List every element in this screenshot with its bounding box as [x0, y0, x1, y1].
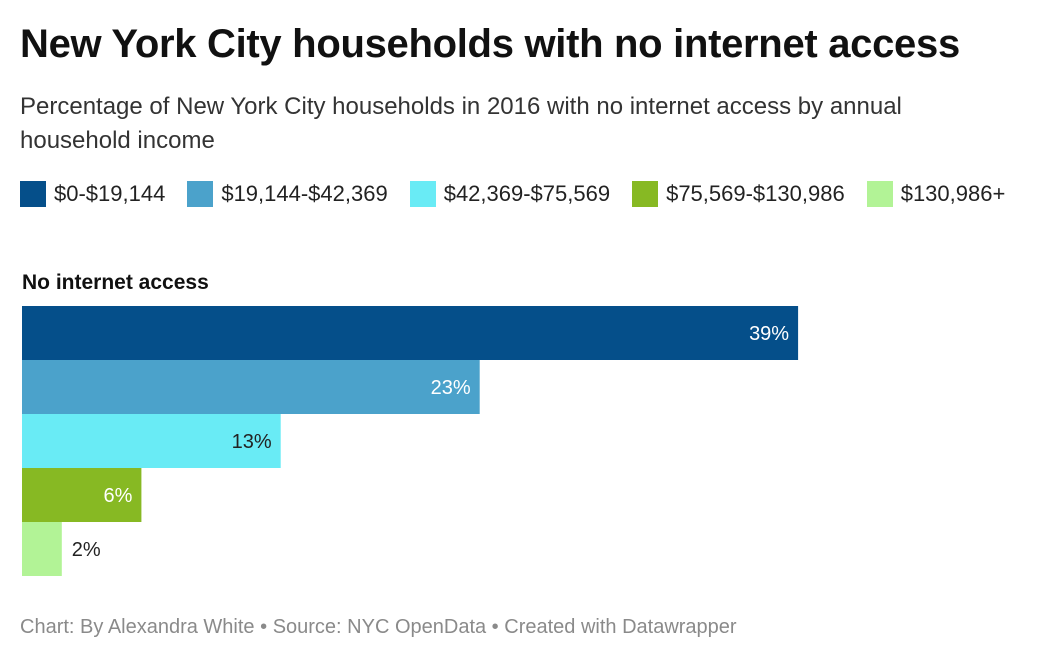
legend-label: $42,369-$75,569: [443, 181, 611, 206]
bar: [22, 360, 480, 414]
bar: [22, 306, 799, 360]
chart-subtitle: Percentage of New York City households i…: [20, 93, 902, 154]
legend-label: $0-$19,144: [54, 181, 166, 206]
bar-value-label: 2%: [72, 539, 101, 561]
footer-source: Source: NYC OpenData: [272, 616, 487, 638]
legend-swatch: [187, 181, 214, 207]
bar-value-label: 13%: [232, 431, 272, 453]
legend-item: $75,569-$130,986: [632, 180, 845, 208]
legend-label: $130,986+: [900, 181, 1006, 206]
legend-swatch: [409, 181, 436, 207]
bar-value-label: 6%: [103, 485, 132, 507]
legend-item: $0-$19,144: [20, 180, 165, 208]
legend-item: $130,986+: [866, 180, 1006, 208]
bar-chart: 39% 23% 13% 6% 2%: [22, 306, 799, 576]
footer-credit: Chart: By Alexandra White: [20, 616, 255, 638]
chart-footer: Chart: By Alexandra White • Source: NYC …: [20, 616, 737, 639]
legend-swatch: [20, 181, 46, 207]
legend-swatch: [866, 181, 893, 207]
chart-title: New York City households with no interne…: [20, 22, 960, 66]
bar: [22, 468, 142, 522]
footer-created-with: Created with Datawrapper: [504, 616, 737, 638]
legend-item: $19,144-$42,369: [187, 180, 388, 208]
bar-value-label: 39%: [749, 323, 789, 345]
bar: [22, 522, 62, 576]
chart-legend: $0-$19,144 $19,144-$42,369 $42,369-$75,569…: [20, 180, 1010, 208]
bar: [22, 414, 281, 468]
footer-separator: •: [486, 616, 505, 638]
bar-value-label: 23%: [431, 377, 471, 399]
legend-item: $42,369-$75,569: [409, 180, 611, 208]
bar-group-label: No internet access: [22, 271, 209, 294]
footer-separator: •: [254, 616, 273, 638]
legend-swatch: [632, 181, 659, 207]
legend-label: $75,569-$130,986: [666, 181, 845, 206]
legend-label: $19,144-$42,369: [221, 181, 388, 206]
